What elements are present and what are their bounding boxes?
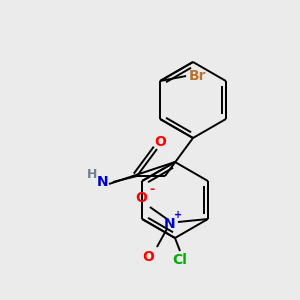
Text: Br: Br — [189, 69, 207, 83]
Text: O: O — [135, 191, 147, 205]
Text: O: O — [142, 250, 154, 264]
Text: O: O — [154, 135, 166, 149]
Text: -: - — [149, 182, 154, 196]
Text: N: N — [97, 175, 109, 189]
Text: +: + — [174, 210, 182, 220]
Text: N: N — [164, 217, 176, 231]
Text: H: H — [87, 167, 97, 181]
Text: Cl: Cl — [172, 253, 188, 267]
